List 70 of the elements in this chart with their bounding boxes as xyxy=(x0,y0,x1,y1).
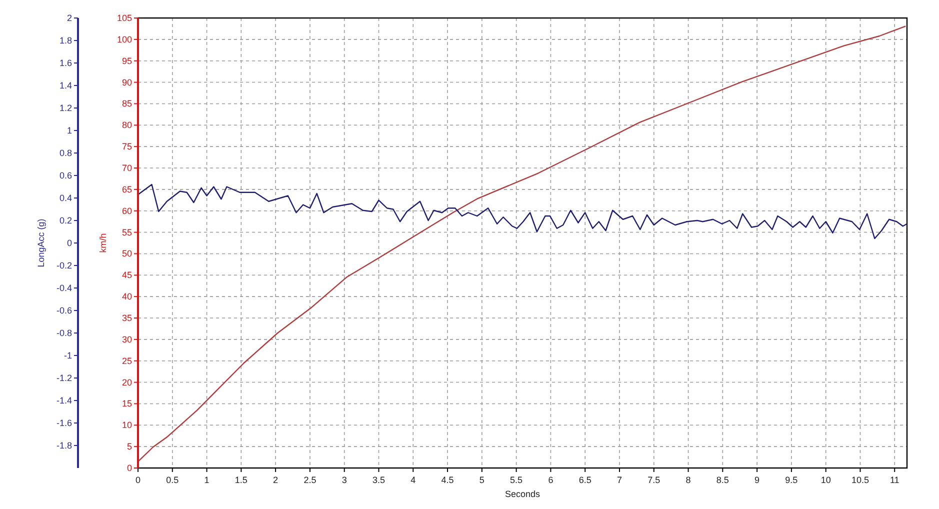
y2-tick-label: 1.8 xyxy=(59,36,72,46)
y2-tick-label: 2 xyxy=(66,13,72,23)
x-tick-label: 1.5 xyxy=(234,475,248,485)
x-tick-label: 8 xyxy=(686,475,691,485)
x-tick-label: 5.5 xyxy=(510,475,523,485)
x-tick-label: 11 xyxy=(890,475,900,485)
y-tick-label: 65 xyxy=(122,184,132,194)
y-tick-label: 20 xyxy=(122,377,132,388)
y-tick-label: 80 xyxy=(122,120,132,130)
x-tick-label: 6 xyxy=(548,475,554,485)
y-tick-label: 60 xyxy=(122,206,132,216)
x-tick-label: 8.5 xyxy=(716,475,729,485)
y-tick-label: 5 xyxy=(126,442,132,452)
x-tick-label: 10 xyxy=(820,475,831,485)
y-tick-label: 70 xyxy=(122,163,132,173)
y-tick-label: 40 xyxy=(122,292,132,302)
y-tick-label: 0 xyxy=(126,463,132,473)
y-tick-label: 50 xyxy=(122,248,132,259)
x-tick-label: 1 xyxy=(204,475,210,485)
x-tick-label: 7.5 xyxy=(648,475,660,485)
y-tick-label: 75 xyxy=(122,142,132,152)
y2-tick-label: -1.4 xyxy=(56,396,72,406)
x-tick-label: 6.5 xyxy=(578,475,592,485)
y2-tick-label: -0.8 xyxy=(56,328,72,338)
y2-axis-title: LongAcc (g) xyxy=(36,218,46,268)
y-tick-label: 35 xyxy=(122,313,132,323)
y-tick-label: 10 xyxy=(122,420,132,430)
y2-tick-label: 0.6 xyxy=(59,170,72,180)
x-tick-label: 3.5 xyxy=(372,475,385,485)
y2-tick-label: 0.2 xyxy=(59,216,72,226)
y2-tick-label: 0.8 xyxy=(59,148,72,158)
line-series xyxy=(138,184,907,240)
y2-tick-label: 1.2 xyxy=(59,103,72,113)
y-tick-label: 90 xyxy=(122,77,132,88)
y2-tick-label: -0.2 xyxy=(56,260,72,270)
x-tick-label: 4 xyxy=(410,475,416,485)
y-tick-label: 45 xyxy=(122,270,132,280)
y2-tick-label: 1 xyxy=(66,126,72,136)
y2-tick-label: 1.4 xyxy=(59,80,72,90)
y-tick-label: 105 xyxy=(116,13,132,23)
line-series xyxy=(138,26,906,462)
y2-tick-label: -1.8 xyxy=(56,440,72,450)
y2-tick-label: 0 xyxy=(66,238,72,248)
x-tick-label: 2 xyxy=(273,475,278,485)
y-tick-label: 85 xyxy=(122,98,132,109)
y2-tick-label: 1.6 xyxy=(59,58,72,68)
x-tick-label: 2.5 xyxy=(304,475,316,485)
y-tick-label: 55 xyxy=(122,227,132,238)
y2-tick-label: -0.4 xyxy=(56,283,72,293)
y2-tick-label: -0.6 xyxy=(56,306,72,316)
x-tick-label: 7 xyxy=(616,475,622,485)
y-tick-label: 100 xyxy=(116,34,132,44)
y-tick-label: 15 xyxy=(122,398,132,409)
y-axis-title: km/h xyxy=(98,233,108,253)
y-tick-label: 30 xyxy=(122,334,132,344)
x-tick-label: 0.5 xyxy=(166,475,179,485)
y-tick-label: 95 xyxy=(122,56,132,66)
y2-tick-label: -1 xyxy=(64,350,72,360)
y-tick-label: 25 xyxy=(122,356,132,366)
y2-tick-label: -1.6 xyxy=(56,418,72,428)
x-tick-label: 4.5 xyxy=(441,475,454,485)
y2-tick-label: -1.2 xyxy=(56,373,72,383)
x-axis-title: Seconds xyxy=(504,489,541,499)
x-tick-label: 10.5 xyxy=(851,475,869,485)
y2-tick-label: 0.4 xyxy=(59,193,72,203)
x-tick-label: 9 xyxy=(754,475,760,485)
x-tick-label: 9.5 xyxy=(785,475,798,485)
x-tick-label: 3 xyxy=(342,475,347,485)
x-tick-label: 0 xyxy=(135,475,141,485)
x-tick-label: 5 xyxy=(479,475,484,485)
